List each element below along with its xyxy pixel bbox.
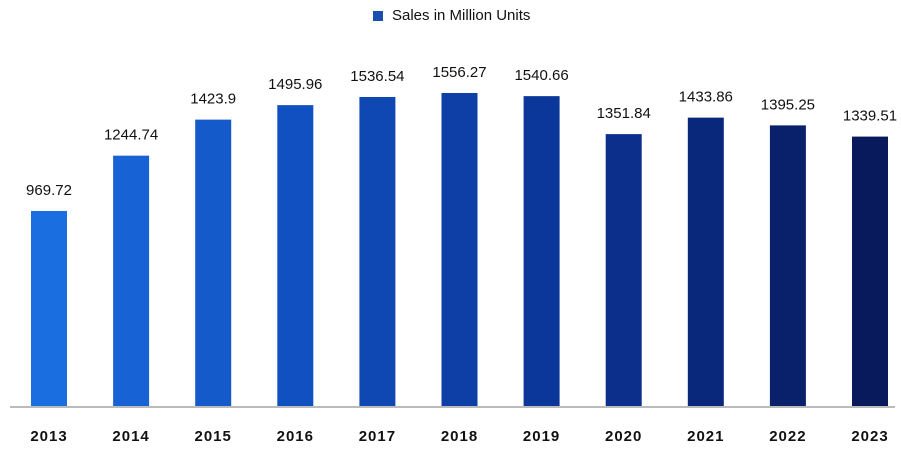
x-tick-label: 2022 xyxy=(769,428,806,445)
data-label: 1244.74 xyxy=(104,127,158,144)
data-label: 1536.54 xyxy=(350,68,404,85)
x-tick-label: 2023 xyxy=(851,428,888,445)
legend-label: Sales in Million Units xyxy=(392,7,530,24)
bar xyxy=(113,155,150,406)
data-label: 1423.9 xyxy=(190,91,236,108)
bar xyxy=(852,136,888,406)
bar xyxy=(441,93,478,406)
data-label: 1339.51 xyxy=(843,108,897,125)
x-tick-label: 2017 xyxy=(359,428,396,445)
bar xyxy=(605,134,642,406)
data-label: 969.72 xyxy=(26,182,72,199)
data-label: 1433.86 xyxy=(679,89,733,106)
data-label: 1395.25 xyxy=(761,96,815,113)
x-tick-label: 2014 xyxy=(112,428,149,445)
x-tick-label: 2013 xyxy=(30,428,67,445)
bar xyxy=(277,105,314,406)
data-label: 1556.27 xyxy=(432,64,486,81)
x-tick-label: 2016 xyxy=(277,428,314,445)
x-tick-label: 2020 xyxy=(605,428,642,445)
bar xyxy=(359,96,396,406)
x-tick-label: 2015 xyxy=(195,428,232,445)
bar xyxy=(523,96,560,406)
data-label: 1495.96 xyxy=(268,76,322,93)
x-tick-label: 2018 xyxy=(441,428,478,445)
x-tick-label: 2021 xyxy=(687,428,724,445)
bar xyxy=(769,125,806,407)
bar xyxy=(195,119,232,407)
legend-swatch xyxy=(373,11,383,21)
bar xyxy=(31,210,67,406)
x-tick-label: 2019 xyxy=(523,428,560,445)
data-label: 1540.66 xyxy=(514,67,568,84)
bar xyxy=(687,117,724,407)
data-label: 1351.84 xyxy=(597,105,651,122)
